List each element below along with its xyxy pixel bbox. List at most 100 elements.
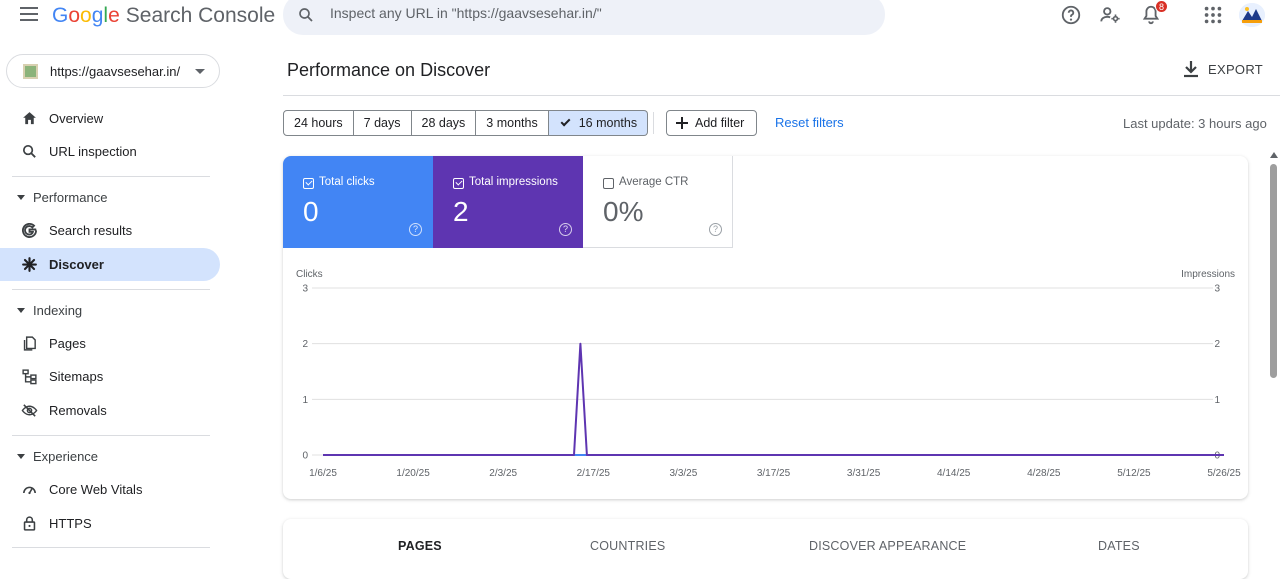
search-icon — [22, 144, 36, 158]
x-tick-label: 3/17/25 — [757, 468, 791, 479]
date-chip-24-hours[interactable]: 24 hours — [283, 110, 354, 136]
x-tick-label: 2/17/25 — [577, 468, 611, 479]
product-logo[interactable]: Google Search Console — [52, 4, 276, 27]
metric-value: 0 — [303, 196, 319, 227]
sidebar-divider — [12, 547, 210, 548]
y-tick-label-left: 1 — [302, 395, 308, 406]
date-chip-28-days[interactable]: 28 days — [411, 110, 477, 136]
date-range-chips: 24 hours 7 days 28 days 3 months 16 mont… — [283, 110, 649, 136]
tab-dates[interactable]: DATES — [1098, 539, 1140, 553]
account-avatar[interactable] — [1239, 3, 1265, 27]
removals-icon — [21, 404, 38, 417]
page-title: Performance on Discover — [287, 60, 491, 80]
sidebar-item-https[interactable]: HTTPS — [0, 507, 220, 540]
asterisk-icon — [22, 257, 37, 272]
sidebar-item-url-inspection[interactable]: URL inspection — [0, 135, 220, 168]
sidebar-item-discover[interactable]: Discover — [0, 248, 220, 281]
tab-pages[interactable]: PAGES — [398, 539, 442, 553]
pages-icon — [23, 336, 36, 351]
sidebar-item-core-web-vitals[interactable]: Core Web Vitals — [0, 473, 220, 506]
apps-grid-icon[interactable] — [1202, 4, 1224, 26]
help-icon[interactable]: ? — [409, 223, 422, 236]
date-chip-3-months[interactable]: 3 months — [476, 110, 549, 136]
y-tick-label-left: 0 — [302, 451, 308, 462]
avatar-image — [1239, 3, 1265, 27]
metric-average-ctr[interactable]: Average CTR 0% ? — [583, 156, 733, 248]
sidebar-section-performance[interactable]: Performance — [0, 185, 220, 211]
reset-filters-link[interactable]: Reset filters — [775, 115, 844, 130]
check-icon — [560, 116, 571, 127]
caret-down-icon — [195, 69, 205, 74]
y-axis-label-right: Impressions — [1181, 269, 1235, 280]
checkbox-checked-icon — [453, 178, 464, 189]
y-tick-label-left: 3 — [302, 284, 308, 295]
y-tick-label-right: 3 — [1214, 284, 1220, 295]
notifications-button[interactable]: 8 — [1140, 0, 1168, 26]
add-filter-button[interactable]: Add filter — [666, 110, 758, 136]
caret-down-icon — [17, 454, 25, 459]
caret-down-icon — [17, 195, 25, 200]
sidebar-item-search-results[interactable]: Search results — [0, 214, 220, 247]
menu-icon[interactable] — [20, 7, 38, 21]
sidebar-item-removals[interactable]: Removals — [0, 394, 220, 427]
sidebar-item-pages[interactable]: Pages — [0, 327, 220, 360]
date-chip-7-days[interactable]: 7 days — [353, 110, 412, 136]
metric-total-clicks[interactable]: Total clicks 0 ? — [283, 156, 433, 248]
x-tick-label: 4/28/25 — [1027, 468, 1061, 479]
checkbox-checked-icon — [303, 178, 314, 189]
metric-value: 0% — [603, 196, 644, 227]
property-url: https://gaavsesehar.in/ — [50, 64, 181, 79]
product-name: Search Console — [125, 4, 276, 27]
help-icon[interactable]: ? — [559, 223, 572, 236]
url-inspect-search[interactable] — [283, 0, 885, 35]
x-tick-label: 5/12/25 — [1117, 468, 1151, 479]
metric-value: 2 — [453, 196, 469, 227]
y-tick-label-left: 2 — [302, 339, 308, 350]
caret-down-icon — [17, 308, 25, 313]
sidebar-section-indexing[interactable]: Indexing — [0, 298, 220, 324]
sidebar-divider — [12, 289, 210, 290]
x-tick-label: 1/6/25 — [309, 468, 337, 479]
y-tick-label-right: 1 — [1214, 395, 1220, 406]
checkbox-unchecked-icon — [603, 178, 614, 189]
scrollbar-thumb[interactable] — [1270, 164, 1277, 378]
sitemap-icon — [22, 369, 37, 385]
scroll-up-icon[interactable] — [1270, 152, 1278, 158]
x-tick-label: 3/31/25 — [847, 468, 881, 479]
sidebar-section-experience[interactable]: Experience — [0, 444, 220, 470]
manage-users-icon[interactable] — [1099, 4, 1121, 26]
filter-separator — [653, 112, 654, 134]
table-tabs-card: PAGES COUNTRIES DISCOVER APPEARANCE DATE… — [283, 519, 1248, 579]
sidebar-divider — [12, 176, 210, 177]
plus-icon — [676, 117, 688, 129]
gauge-icon — [23, 486, 36, 495]
sidebar-divider — [12, 435, 210, 436]
help-icon[interactable]: ? — [709, 223, 722, 236]
x-tick-label: 3/3/25 — [669, 468, 697, 479]
download-icon — [1184, 61, 1198, 78]
date-chip-16-months[interactable]: 16 months — [548, 110, 649, 136]
sidebar-item-sitemaps[interactable]: Sitemaps — [0, 360, 220, 393]
last-update-text: Last update: 3 hours ago — [1123, 116, 1267, 131]
x-tick-label: 2/3/25 — [489, 468, 517, 479]
google-g-icon — [22, 222, 38, 238]
property-selector[interactable]: https://gaavsesehar.in/ — [6, 54, 220, 88]
series-line-impressions — [323, 342, 1224, 456]
y-tick-label-right: 2 — [1214, 339, 1220, 350]
x-tick-label: 5/26/25 — [1207, 468, 1241, 479]
home-icon — [23, 112, 36, 125]
search-input[interactable] — [330, 5, 850, 21]
notification-badge: 8 — [1155, 0, 1168, 13]
tab-countries[interactable]: COUNTRIES — [590, 539, 666, 553]
sidebar-item-overview[interactable]: Overview — [0, 102, 220, 135]
metric-total-impressions[interactable]: Total impressions 2 ? — [433, 156, 583, 248]
tab-discover-appearance[interactable]: DISCOVER APPEARANCE — [809, 539, 967, 553]
lock-icon — [23, 516, 36, 531]
x-tick-label: 4/14/25 — [937, 468, 971, 479]
scrollbar[interactable] — [1268, 150, 1280, 564]
header-divider — [283, 95, 1280, 96]
help-icon[interactable] — [1060, 4, 1082, 26]
y-axis-label-left: Clicks — [296, 269, 323, 280]
